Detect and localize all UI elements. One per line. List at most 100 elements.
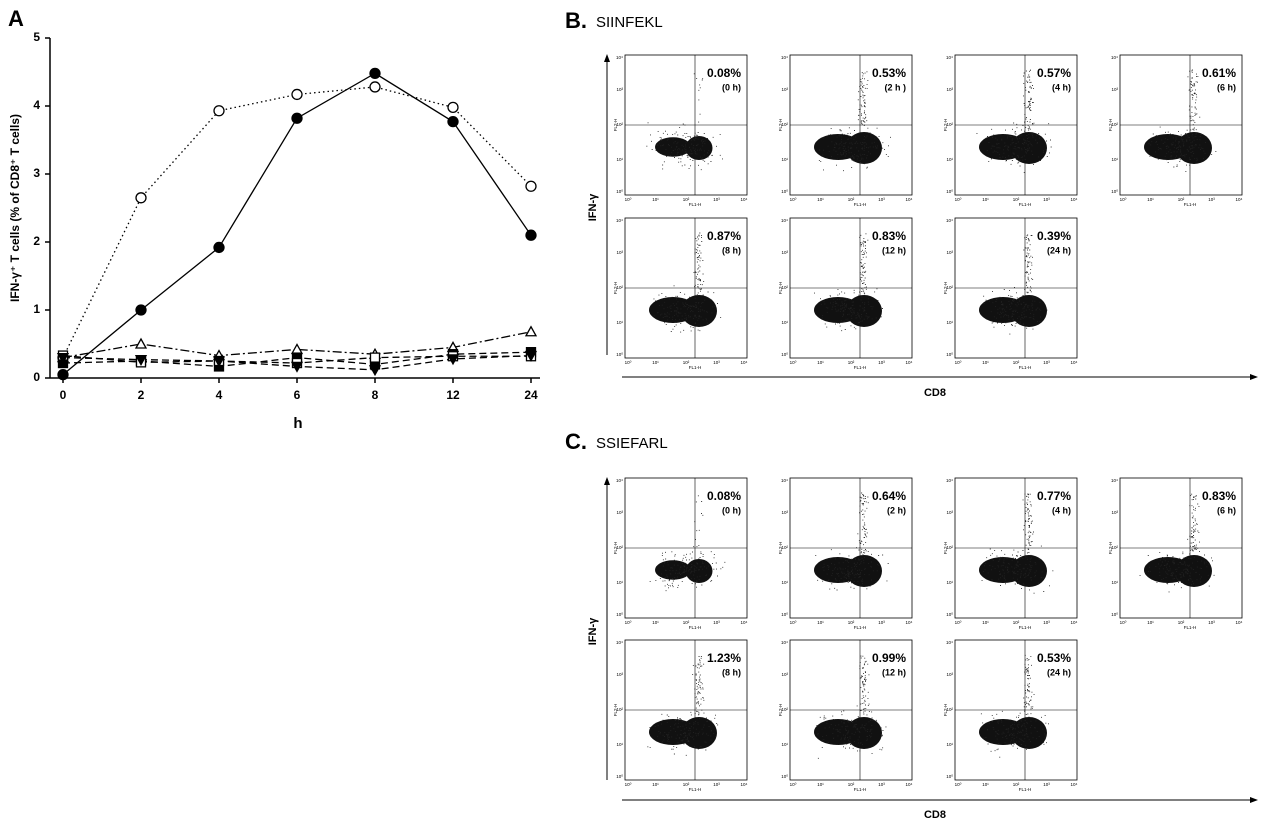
y-tick-label: 10¹ bbox=[781, 320, 788, 325]
marker bbox=[292, 113, 302, 123]
x-axis-title: CD8 bbox=[924, 809, 946, 821]
panel-title: SSIEFARL bbox=[596, 435, 668, 452]
y-tick-label: 10⁴ bbox=[781, 478, 788, 483]
y-tick-label: 10³ bbox=[616, 250, 623, 255]
y-tick-label: 10⁰ bbox=[616, 352, 623, 357]
x-tick-label: 10¹ bbox=[652, 782, 659, 787]
y-tick-label: 10⁴ bbox=[781, 218, 788, 223]
y-axis-title: IFN-γ bbox=[587, 617, 599, 645]
x-tick-label: 10⁰ bbox=[1120, 197, 1127, 202]
x-tick-label: 10¹ bbox=[982, 360, 989, 365]
y-channel: FL2-H bbox=[943, 704, 948, 717]
x-tick-label: 10⁴ bbox=[1236, 197, 1243, 202]
percent-label: 0.08% bbox=[707, 66, 741, 80]
y-channel: FL2-H bbox=[778, 282, 783, 295]
marker bbox=[136, 305, 146, 315]
percent-label: 0.83% bbox=[872, 229, 906, 243]
time-label: (6 h) bbox=[1217, 505, 1236, 515]
panel-label: A bbox=[8, 6, 24, 31]
x-tick-label: 10¹ bbox=[817, 360, 824, 365]
marker bbox=[136, 339, 146, 348]
x-channel: FL1-H bbox=[854, 625, 867, 630]
flow-plot: 10⁰10⁰10¹10¹10²10²10³10³10⁴10⁴FL1-HFL2-H… bbox=[613, 478, 747, 630]
y-tick-label: 10⁰ bbox=[616, 189, 623, 194]
x-tick-label: 10³ bbox=[878, 620, 885, 625]
time-label: (8 h) bbox=[722, 245, 741, 255]
arrow-head bbox=[1250, 797, 1258, 803]
marker bbox=[371, 353, 380, 362]
y-tick-label: 10⁰ bbox=[781, 774, 788, 779]
y-channel: FL2-H bbox=[778, 704, 783, 717]
x-tick-label: 10⁰ bbox=[625, 782, 632, 787]
x-tick-label: 10⁴ bbox=[906, 197, 913, 202]
x-channel: FL1-H bbox=[689, 787, 702, 792]
y-tick-label: 10⁰ bbox=[946, 612, 953, 617]
x-tick-label: 10⁴ bbox=[741, 620, 748, 625]
x-channel: FL1-H bbox=[1019, 787, 1032, 792]
y-channel: FL2-H bbox=[943, 119, 948, 132]
x-tick-label: 10⁴ bbox=[741, 360, 748, 365]
time-label: (12 h) bbox=[882, 245, 906, 255]
y-tick-label: 0 bbox=[33, 370, 40, 384]
y-channel: FL2-H bbox=[613, 282, 618, 295]
y-tick-label: 10¹ bbox=[1111, 580, 1118, 585]
y-channel: FL2-H bbox=[613, 119, 618, 132]
marker bbox=[292, 344, 302, 353]
percent-label: 0.53% bbox=[872, 66, 906, 80]
y-tick-label: 10³ bbox=[1111, 87, 1118, 92]
marker bbox=[526, 230, 536, 240]
y-tick-label: 10⁰ bbox=[946, 189, 953, 194]
percent-label: 0.61% bbox=[1202, 66, 1236, 80]
x-tick-label: 10¹ bbox=[817, 620, 824, 625]
panel-label: B. bbox=[565, 8, 587, 33]
x-channel: FL1-H bbox=[1184, 202, 1197, 207]
x-tick-label: 10⁰ bbox=[625, 620, 632, 625]
flow-plot: 10⁰10⁰10¹10¹10²10²10³10³10⁴10⁴FL1-HFL2-H… bbox=[613, 218, 747, 370]
y-tick-label: 10³ bbox=[946, 250, 953, 255]
figure: A012345024681224hIFN-γ⁺ T cells (% of CD… bbox=[0, 0, 1282, 822]
y-channel: FL2-H bbox=[1108, 119, 1113, 132]
x-tick-label: 10⁰ bbox=[790, 197, 797, 202]
x-tick-label: 0 bbox=[60, 388, 67, 402]
flow-plot: 10⁰10⁰10¹10¹10²10²10³10³10⁴10⁴FL1-HFL2-H… bbox=[613, 640, 747, 792]
y-tick-label: 10¹ bbox=[946, 157, 953, 162]
y-tick-label: 10⁴ bbox=[946, 478, 953, 483]
x-tick-label: 10⁴ bbox=[906, 620, 913, 625]
y-tick-label: 10³ bbox=[946, 672, 953, 677]
x-tick-label: 12 bbox=[446, 388, 460, 402]
time-label: (24 h) bbox=[1047, 245, 1071, 255]
x-channel: FL1-H bbox=[1184, 625, 1197, 630]
time-label: (24 h) bbox=[1047, 667, 1071, 677]
y-axis-title: IFN-γ bbox=[587, 193, 599, 221]
y-tick-label: 10⁴ bbox=[616, 640, 623, 645]
y-tick-label: 10⁴ bbox=[946, 640, 953, 645]
x-tick-label: 10³ bbox=[713, 360, 720, 365]
x-tick-label: 10⁰ bbox=[625, 197, 632, 202]
x-tick-label: 10³ bbox=[878, 360, 885, 365]
percent-label: 0.39% bbox=[1037, 229, 1071, 243]
x-tick-label: 10⁰ bbox=[1120, 620, 1127, 625]
flow-plot: 10⁰10⁰10¹10¹10²10²10³10³10⁴10⁴FL1-HFL2-H… bbox=[778, 640, 912, 792]
y-tick-label: 10³ bbox=[781, 672, 788, 677]
marker bbox=[448, 102, 458, 112]
y-tick-label: 10⁰ bbox=[781, 352, 788, 357]
marker bbox=[292, 89, 302, 99]
x-tick-label: 10⁰ bbox=[955, 620, 962, 625]
x-tick-label: 10¹ bbox=[817, 782, 824, 787]
marker bbox=[448, 117, 458, 127]
y-tick-label: 10⁰ bbox=[781, 189, 788, 194]
marker bbox=[526, 181, 536, 191]
y-tick-label: 10³ bbox=[781, 510, 788, 515]
panel-title: SIINFEKL bbox=[596, 14, 663, 31]
time-label: (0 h) bbox=[722, 505, 741, 515]
x-channel: FL1-H bbox=[854, 202, 867, 207]
x-tick-label: 10³ bbox=[1043, 197, 1050, 202]
y-tick-label: 10⁴ bbox=[1111, 55, 1118, 60]
x-tick-label: 10⁴ bbox=[906, 360, 913, 365]
flow-plot: 10⁰10⁰10¹10¹10²10²10³10³10⁴10⁴FL1-HFL2-H… bbox=[1108, 55, 1242, 207]
x-tick-label: 10⁴ bbox=[1236, 620, 1243, 625]
panel-label: C. bbox=[565, 429, 587, 454]
y-tick-label: 10⁰ bbox=[1111, 189, 1118, 194]
marker bbox=[370, 366, 380, 375]
y-tick-label: 10¹ bbox=[946, 320, 953, 325]
